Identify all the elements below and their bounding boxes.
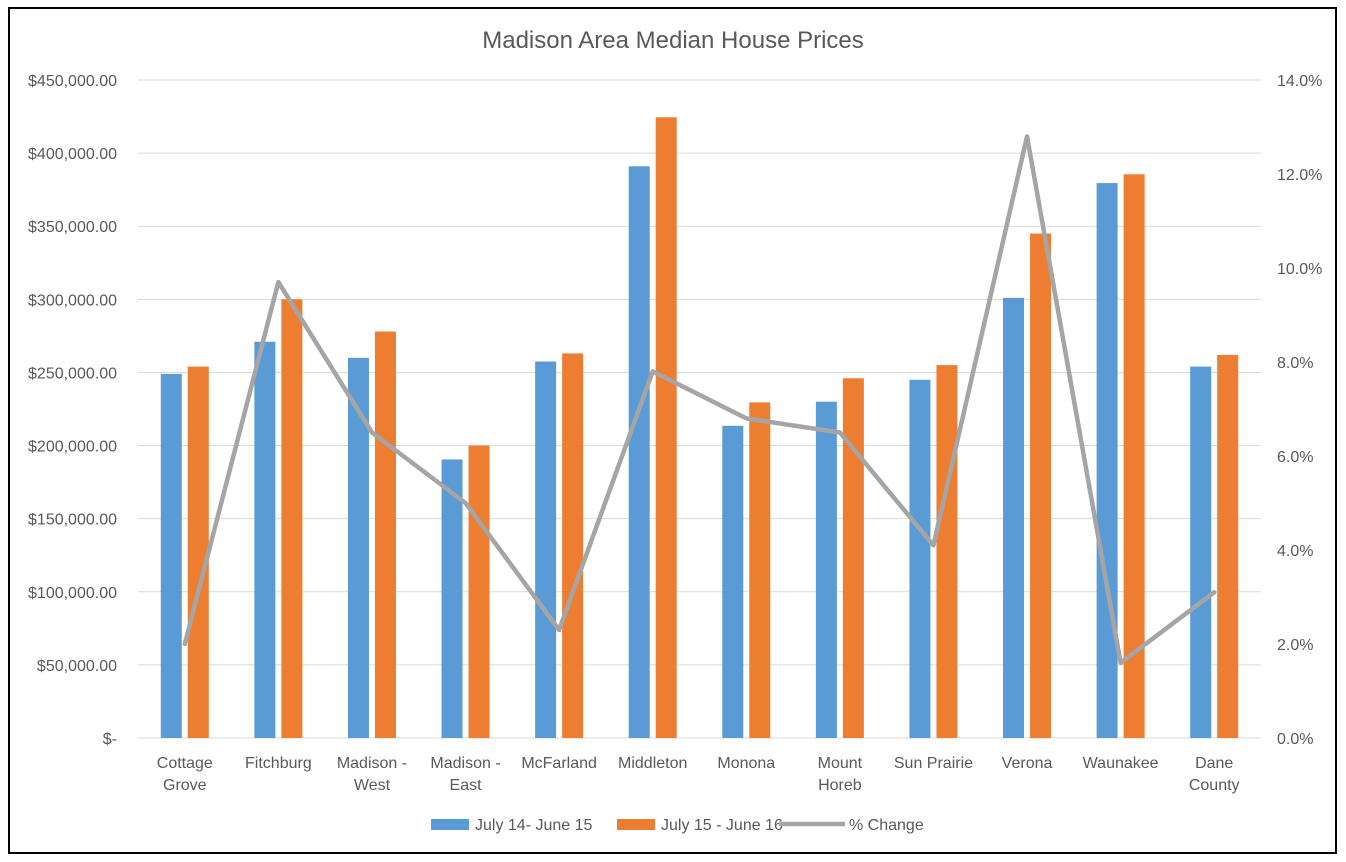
x-tick-label: East [450, 777, 483, 794]
percent-change-line-path [182, 134, 1217, 666]
right-axis: 0.0% 2.0% 4.0% 6.0% 8.0% 10.0% 12.0% 14.0% [1277, 73, 1322, 748]
bar-series-1 [254, 341, 276, 738]
x-tick-label: Monona [717, 755, 775, 772]
bar-series-2 [281, 299, 303, 738]
bar-series-1 [1003, 297, 1025, 738]
right-tick-label: 8.0% [1277, 355, 1313, 372]
x-tick-label: Waunakee [1083, 755, 1159, 772]
bar-series-2 [562, 353, 584, 738]
bar-series-1 [722, 425, 744, 738]
legend-label: % Change [849, 817, 924, 834]
left-tick-label: $350,000.00 [28, 219, 117, 236]
left-axis: $- $50,000.00 $100,000.00 $150,000.00 $200,0… [28, 73, 117, 748]
left-tick-label: $200,000.00 [28, 439, 117, 456]
bar-series-2 [749, 402, 771, 738]
x-tick-label: County [1189, 777, 1240, 794]
left-tick-label: $300,000.00 [28, 292, 117, 309]
x-tick-label: Middleton [618, 755, 687, 772]
right-tick-label: 0.0% [1277, 731, 1313, 748]
bar-series-2 [655, 117, 677, 738]
left-tick-label: $450,000.00 [28, 73, 117, 90]
percent-change-line [182, 134, 1217, 666]
x-tick-label: Horeb [818, 777, 862, 794]
bar-series-1 [535, 361, 557, 738]
x-axis: Cottage Grove Fitchburg Madison - West Madiso… [157, 755, 1240, 794]
bar-series-1 [160, 373, 182, 738]
bar-series-2 [842, 378, 864, 738]
x-tick-label: Grove [163, 777, 207, 794]
right-tick-label: 2.0% [1277, 637, 1313, 654]
bar-series-2 [1030, 233, 1052, 739]
x-tick-label: Sun Prairie [894, 755, 973, 772]
left-tick-label: $- [103, 731, 117, 748]
left-tick-label: $250,000.00 [28, 365, 117, 382]
x-tick-label: Madison - [337, 755, 407, 772]
left-tick-label: $150,000.00 [28, 512, 117, 529]
x-tick-label: Mount [818, 755, 863, 772]
right-tick-label: 12.0% [1277, 167, 1322, 184]
right-tick-label: 10.0% [1277, 261, 1322, 278]
bar-series-1 [1190, 366, 1212, 738]
x-tick-label: West [354, 777, 391, 794]
bar-series-2 [468, 445, 490, 738]
left-tick-label: $100,000.00 [28, 585, 117, 602]
legend-bar-swatch [617, 819, 655, 830]
gridlines [138, 79, 1261, 739]
right-tick-label: 6.0% [1277, 449, 1313, 466]
bar-series-1 [441, 459, 463, 738]
bar-series-2 [1123, 174, 1145, 738]
x-tick-label: Madison - [430, 755, 500, 772]
bar-series-2 [187, 366, 209, 738]
bar-series-2 [936, 365, 958, 738]
bar-series-1 [815, 401, 837, 738]
right-tick-label: 14.0% [1277, 73, 1322, 90]
bar-series-1 [628, 166, 650, 738]
chart-title: Madison Area Median House Prices [482, 27, 864, 54]
bar-series-1 [347, 357, 369, 738]
x-tick-label: Cottage [157, 755, 213, 772]
bar-series-2 [374, 331, 396, 738]
x-tick-label: Fitchburg [245, 755, 312, 772]
bar-series-1 [909, 379, 931, 738]
x-tick-label: Dane [1195, 755, 1233, 772]
bar-series-2 [1217, 354, 1239, 738]
x-tick-label: McFarland [521, 755, 597, 772]
legend-label: July 15 - June 16 [661, 817, 783, 834]
legend: July 14- June 15 July 15 - June 16 % Chang… [431, 817, 924, 834]
left-tick-label: $50,000.00 [37, 658, 117, 675]
bar-series-1 [1096, 183, 1118, 738]
left-tick-label: $400,000.00 [28, 146, 117, 163]
legend-bar-swatch [431, 819, 469, 830]
legend-label: July 14- June 15 [475, 817, 593, 834]
x-tick-label: Verona [1002, 755, 1053, 772]
right-tick-label: 4.0% [1277, 543, 1313, 560]
